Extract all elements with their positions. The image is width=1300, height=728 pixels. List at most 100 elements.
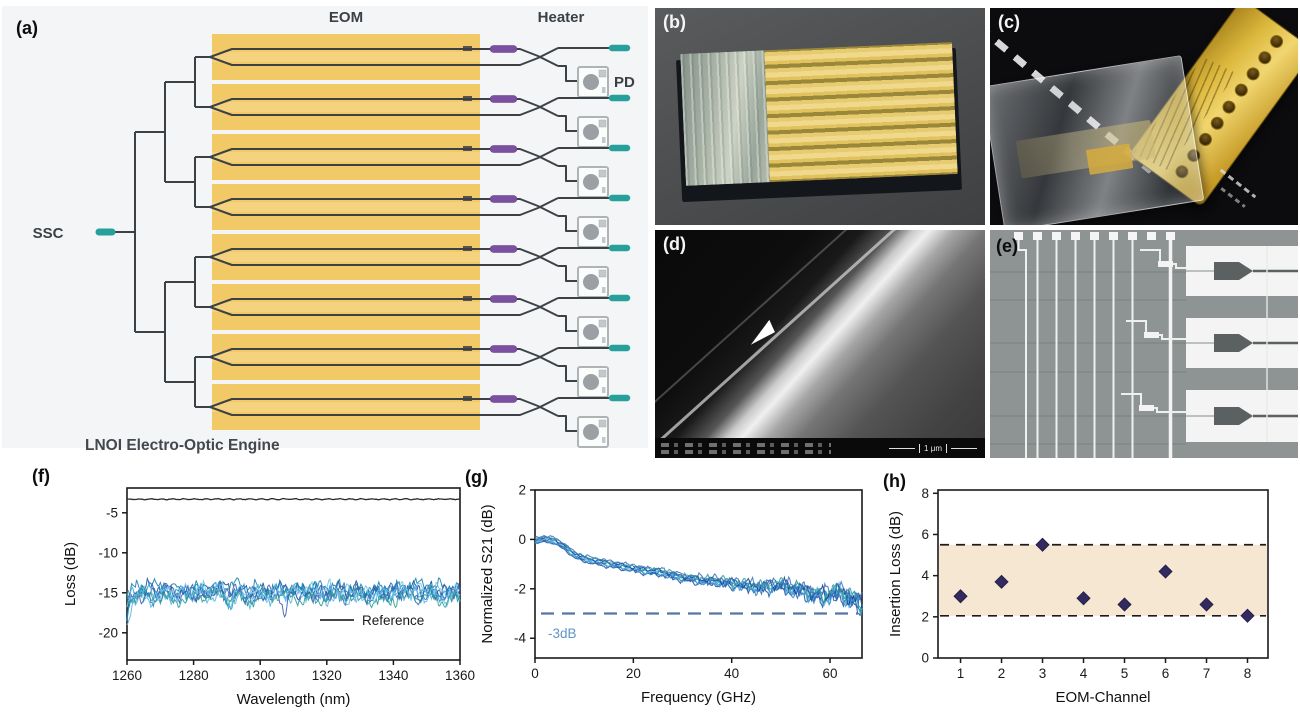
pd-icon xyxy=(577,316,609,348)
x-tick-label: 1320 xyxy=(312,668,342,683)
chart-f-transmission-spectra: 1260 1280 1300 1320 1340 1360 -5 -10 -15 -20 Wavel… xyxy=(32,466,475,708)
output-coupler xyxy=(484,147,559,167)
ssc-label: SSC xyxy=(33,225,64,242)
y-tick-label: -4 xyxy=(514,631,526,646)
heater xyxy=(489,95,518,103)
minus3db-label: -3dB xyxy=(548,626,577,641)
x-tick-label: 0 xyxy=(531,666,539,681)
plot-box xyxy=(534,489,863,659)
chip-routing-region xyxy=(680,50,771,186)
x-tick-label: 1300 xyxy=(245,668,275,683)
heater-contact xyxy=(1158,261,1173,267)
metal-trace-bend xyxy=(1017,240,1027,458)
metal-pad xyxy=(1166,232,1175,240)
pd-waveguide xyxy=(558,215,578,232)
pd-label: PD xyxy=(614,74,635,91)
panel-a-schematic-diagram: (a) SSC EOM Heater PD LNOI Electro-Optic Engi… xyxy=(2,6,648,454)
spec-band xyxy=(939,544,1267,616)
pd-taper xyxy=(1239,407,1253,425)
pd-icon xyxy=(577,66,609,98)
electrode-marker xyxy=(463,196,472,201)
pd-icon xyxy=(577,216,609,248)
pd-icon xyxy=(577,116,609,148)
mzi-arms xyxy=(209,148,484,166)
y-tick-label: 0 xyxy=(518,532,526,547)
x-tick-label: 6 xyxy=(1162,666,1170,681)
channel-trace xyxy=(126,578,461,610)
via-hole xyxy=(1255,48,1274,67)
y-tick-label: -15 xyxy=(98,585,118,600)
via-hole xyxy=(1231,81,1250,100)
scale-bar-label: 1 μm xyxy=(919,443,947,453)
sem-edge-line xyxy=(655,230,985,438)
packaged-chip-gold-pad xyxy=(1086,143,1134,175)
sem-metadata-text xyxy=(661,442,831,454)
panel-e-label: (e) xyxy=(996,236,1018,256)
via-hole xyxy=(1196,129,1215,149)
x-tick-label: 1 xyxy=(957,666,965,681)
sem-info-bar: 1 μm xyxy=(655,438,985,458)
y-tick-label: -2 xyxy=(514,581,526,596)
pd-waveguide xyxy=(558,315,578,332)
panel-h-label: (h) xyxy=(883,471,906,491)
eom-block-center-stripe xyxy=(212,252,480,262)
pd-waveguide xyxy=(558,115,578,132)
electrode-marker xyxy=(463,396,472,401)
pd-waveguide xyxy=(558,365,578,382)
eom-block-center-stripe xyxy=(212,152,480,162)
s21-trace xyxy=(534,534,863,607)
mzi-arms xyxy=(209,98,484,116)
electrode-marker xyxy=(463,346,472,351)
insertion-loss-point xyxy=(1076,591,1091,606)
y-tick-label: 6 xyxy=(921,527,929,542)
y-axis-label: Normalized S21 (dB) xyxy=(479,504,496,643)
chart-h-insertion-loss: 1 2 3 4 5 6 7 8 0 2 4 6 8 EOM-Channel Insertion Loss (… xyxy=(883,471,1269,706)
scale-bar-line xyxy=(889,447,916,449)
x-axis-label: Frequency (GHz) xyxy=(641,689,756,706)
reference-trace xyxy=(126,497,461,501)
panel-d-sem-image: 1 μm (d) xyxy=(655,230,985,458)
y-tick-label: 4 xyxy=(921,568,929,583)
insertion-loss-point xyxy=(1158,564,1173,579)
x-axis-label: Wavelength (nm) xyxy=(237,691,351,708)
x-tick-label: 1280 xyxy=(179,668,209,683)
eom-block-center-stripe xyxy=(212,352,480,362)
eom-label: EOM xyxy=(329,9,363,26)
x-tick-label: 40 xyxy=(724,666,739,681)
chip-gold-electrode-stripes xyxy=(764,42,958,183)
panel-a-caption: LNOI Electro-Optic Engine xyxy=(85,437,280,454)
mzi-arms xyxy=(209,298,484,316)
panel-f-label: (f) xyxy=(32,466,50,486)
insertion-loss-point xyxy=(953,589,968,604)
x-tick-label: 20 xyxy=(626,666,641,681)
output-coupler xyxy=(484,397,559,417)
x-tick-label: 7 xyxy=(1203,666,1211,681)
y-tick-label: 8 xyxy=(921,486,929,501)
via-hole xyxy=(1267,32,1286,51)
metal-pad xyxy=(1109,232,1118,240)
heater-contact xyxy=(1139,405,1154,411)
insertion-loss-point xyxy=(994,574,1009,589)
insertion-loss-point xyxy=(1199,597,1214,612)
x-tick-label: 2 xyxy=(998,666,1006,681)
panel-a-label: (a) xyxy=(16,18,38,38)
metal-pad xyxy=(1071,232,1080,240)
via-hole xyxy=(1207,113,1227,132)
output-coupler xyxy=(484,347,559,367)
panel-b-chip-photograph: (b) xyxy=(655,8,985,225)
y-tick-label: 0 xyxy=(921,651,929,666)
heater xyxy=(489,45,518,53)
metal-pad xyxy=(1033,232,1042,240)
panel-c-packaged-module-photograph: (c) xyxy=(990,8,1298,225)
via-hole xyxy=(1219,97,1238,116)
y-tick-label: 2 xyxy=(921,609,929,624)
panel-b-label: (b) xyxy=(663,12,686,32)
y-tick-label: -5 xyxy=(106,505,118,520)
electrode-marker xyxy=(463,296,472,301)
electrode-marker xyxy=(463,96,472,101)
output-coupler xyxy=(484,47,559,67)
x-tick-label: 1360 xyxy=(445,668,475,683)
metal-pad xyxy=(1090,232,1099,240)
